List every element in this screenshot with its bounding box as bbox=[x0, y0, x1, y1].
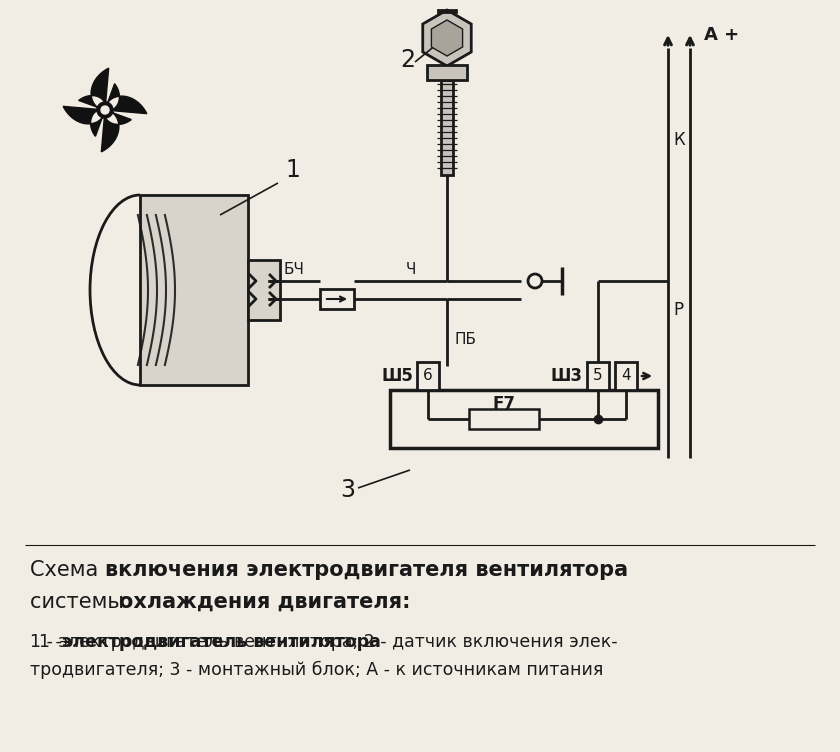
Bar bbox=[427, 65, 467, 80]
Polygon shape bbox=[102, 113, 131, 152]
Text: БЧ: БЧ bbox=[284, 262, 304, 277]
Text: электродвигатель вентилятора: электродвигатель вентилятора bbox=[62, 633, 381, 651]
Text: включения электродвигателя вентилятора: включения электродвигателя вентилятора bbox=[105, 560, 628, 580]
Bar bbox=[438, 10, 456, 12]
Bar bbox=[390, 390, 658, 448]
Text: 3: 3 bbox=[340, 478, 355, 502]
Text: 6: 6 bbox=[423, 368, 433, 384]
Bar bbox=[441, 80, 453, 175]
Circle shape bbox=[101, 106, 109, 114]
Text: Ч: Ч bbox=[406, 262, 416, 277]
Bar bbox=[248, 260, 280, 320]
Text: тродвигателя; 3 - монтажный блок; А - к источникам питания: тродвигателя; 3 - монтажный блок; А - к … bbox=[30, 661, 603, 679]
Polygon shape bbox=[79, 68, 108, 108]
Polygon shape bbox=[108, 83, 147, 114]
Bar bbox=[320, 289, 354, 309]
Bar bbox=[587, 362, 609, 390]
Circle shape bbox=[528, 274, 542, 288]
Text: Р: Р bbox=[673, 301, 683, 319]
Bar bbox=[140, 195, 248, 385]
Text: охлаждения двигателя:: охлаждения двигателя: bbox=[119, 592, 411, 612]
Text: 1: 1 bbox=[285, 158, 300, 182]
Text: ПБ: ПБ bbox=[455, 332, 477, 347]
Bar bbox=[417, 362, 439, 390]
Polygon shape bbox=[432, 20, 463, 56]
Bar bbox=[615, 362, 637, 390]
Polygon shape bbox=[423, 10, 471, 66]
Text: 1 - электродвигатель вентилятора; 2 - датчик включения элек-: 1 - электродвигатель вентилятора; 2 - да… bbox=[30, 633, 617, 651]
Text: А +: А + bbox=[704, 26, 739, 44]
Polygon shape bbox=[63, 106, 102, 136]
Text: 4: 4 bbox=[622, 368, 631, 384]
Circle shape bbox=[97, 102, 113, 118]
Bar bbox=[469, 409, 539, 429]
Text: Схема: Схема bbox=[30, 560, 105, 580]
Text: К: К bbox=[673, 131, 685, 149]
Text: 1 -: 1 - bbox=[39, 633, 62, 651]
Text: 2: 2 bbox=[400, 48, 415, 72]
Text: Ш5: Ш5 bbox=[381, 367, 413, 385]
Text: Ш3: Ш3 bbox=[551, 367, 583, 385]
Text: 5: 5 bbox=[593, 368, 603, 384]
Text: системы: системы bbox=[30, 592, 130, 612]
Text: F7: F7 bbox=[492, 395, 516, 413]
